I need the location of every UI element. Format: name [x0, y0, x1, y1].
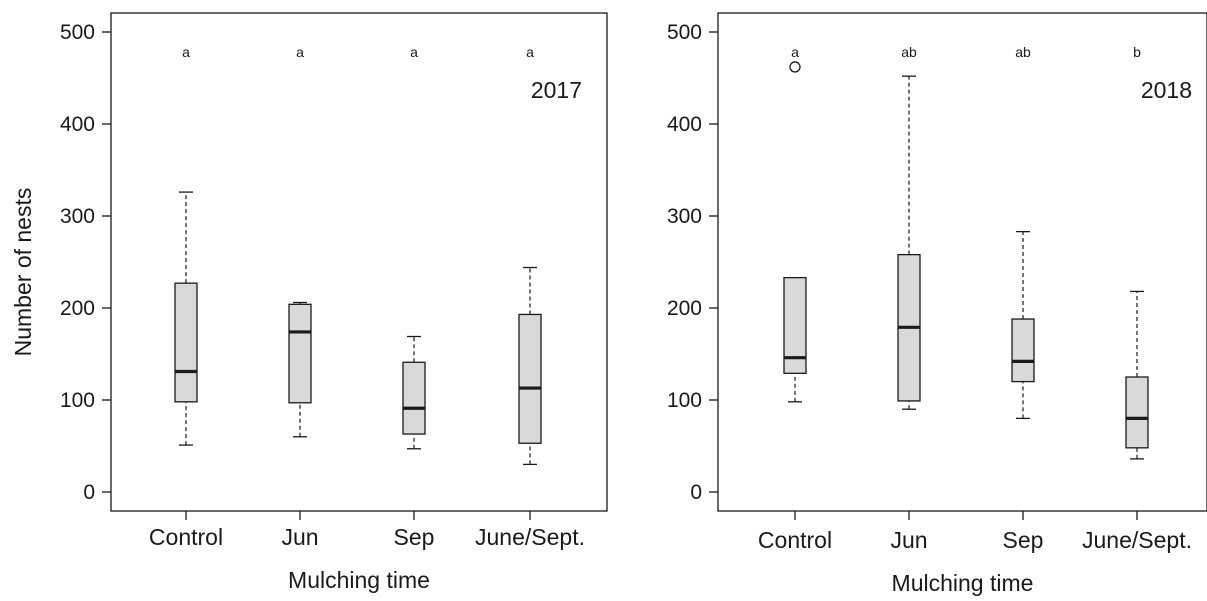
significance-letter: b [1133, 44, 1141, 60]
significance-letter: a [526, 44, 534, 60]
year-label: 2017 [531, 77, 582, 103]
x-tick-label: Sep [394, 524, 435, 550]
y-tick-label: 400 [667, 113, 702, 136]
x-axis-title: Mulching time [288, 567, 430, 593]
significance-letter: ab [1015, 44, 1031, 60]
y-tick-label: 500 [60, 21, 95, 44]
significance-letter: a [182, 44, 190, 60]
box-Control [174, 191, 198, 446]
box-Jun [897, 75, 921, 410]
y-tick-label: 0 [83, 481, 95, 504]
significance-letter: ab [901, 44, 917, 60]
y-axis-title: Number of nests [10, 188, 36, 357]
outlier-point [789, 61, 801, 73]
x-axis-title: Mulching time [892, 570, 1034, 596]
significance-letter: a [296, 44, 304, 60]
panel-2018: 0 100 200 300 400 500 Control Jun Sep June/Sept. a… [667, 12, 1207, 596]
box-Sep [402, 335, 426, 450]
x-tick-label: Control [149, 524, 223, 550]
y-tick-label: 100 [60, 389, 95, 412]
y-tick-label: 200 [667, 297, 702, 320]
significance-letter: a [791, 44, 799, 60]
x-tick-label: Jun [281, 524, 318, 550]
significance-letter: a [410, 44, 418, 60]
iqr-box [1125, 376, 1149, 449]
box-June/Sept. [1125, 290, 1149, 460]
panel-2017: 0 100 200 300 400 500 Control Jun Sep June/Sept. a… [10, 12, 608, 593]
x-tick-label: Sep [1003, 527, 1044, 553]
iqr-box [288, 303, 312, 404]
box-Jun [288, 301, 312, 438]
x-tick-label: June/Sept. [475, 524, 585, 550]
y-tick-label: 100 [667, 389, 702, 412]
box-June/Sept. [518, 266, 542, 466]
iqr-box [518, 313, 542, 444]
box-Sep [1011, 230, 1035, 420]
iqr-box [402, 361, 426, 435]
y-tick-label: 0 [690, 481, 702, 504]
year-label: 2018 [1141, 77, 1192, 103]
x-tick-label: June/Sept. [1082, 527, 1192, 553]
iqr-box [1011, 318, 1035, 383]
box-Control [783, 61, 807, 403]
y-tick-label: 200 [60, 297, 95, 320]
y-tick-label: 300 [60, 205, 95, 228]
x-tick-label: Control [758, 527, 832, 553]
x-tick-label: Jun [890, 527, 927, 553]
iqr-box [174, 282, 198, 403]
iqr-box [783, 276, 807, 374]
y-tick-label: 300 [667, 205, 702, 228]
y-tick-label: 400 [60, 113, 95, 136]
plot-frame [717, 12, 1207, 512]
y-tick-label: 500 [667, 21, 702, 44]
plot-frame [110, 12, 608, 512]
